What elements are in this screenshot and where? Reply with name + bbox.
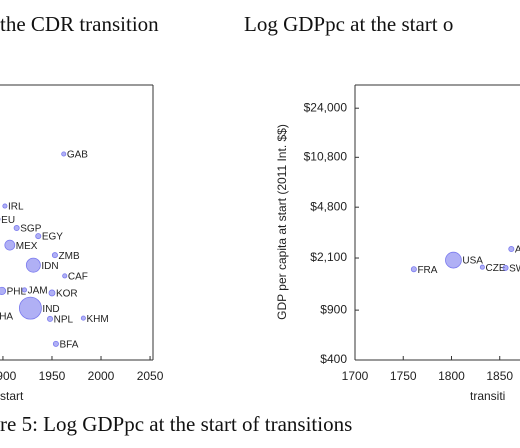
- data-point: [51, 252, 58, 259]
- x-tick-label: 1850: [486, 369, 513, 383]
- x-tick-label: 1750: [390, 369, 417, 383]
- x-tick-label: 2000: [88, 369, 115, 383]
- y-tick-label: $900: [320, 302, 347, 316]
- data-point: [508, 246, 515, 253]
- caption: re 5: Log GDPpc at the start of transiti…: [0, 412, 352, 436]
- data-point: [0, 286, 7, 295]
- data-point: [13, 225, 20, 232]
- x-axis-label: transiti: [470, 389, 505, 403]
- data-point: [48, 289, 56, 297]
- data-point: [4, 239, 16, 251]
- x-tick-label: 1700: [342, 369, 369, 383]
- y-tick-label: $4,800: [310, 199, 347, 213]
- x-tick-label: 1950: [39, 369, 66, 383]
- data-point: [445, 251, 462, 269]
- point-label: SGP: [20, 224, 41, 235]
- point-label: BFA: [60, 340, 79, 351]
- point-label: IDN: [41, 261, 58, 272]
- chart-title: Log GDPpc at the start o: [244, 12, 453, 36]
- point-label: EU: [1, 215, 15, 226]
- data-point: [61, 151, 67, 157]
- data-point: [25, 257, 41, 273]
- y-tick-label: $24,000: [304, 100, 348, 114]
- y-tick-label: $2,100: [310, 250, 347, 264]
- data-point: [479, 264, 485, 270]
- chart-title: the CDR transition: [0, 12, 159, 36]
- point-label: CAF: [68, 272, 88, 283]
- point-label: IND: [42, 304, 59, 315]
- y-tick-label: $10,800: [304, 149, 348, 163]
- point-label: KOR: [56, 289, 78, 300]
- x-tick-label: 1800: [438, 369, 465, 383]
- point-label: MEX: [16, 241, 38, 252]
- data-point: [2, 203, 8, 209]
- x-axis-label: start: [0, 389, 24, 403]
- point-label: JAM: [28, 286, 48, 297]
- point-label: USA: [462, 256, 483, 267]
- data-point: [410, 266, 417, 273]
- point-label: GAB: [67, 150, 88, 161]
- y-axis-label: GDP per capita at start (2011 Int. $$): [275, 124, 289, 320]
- data-point: [52, 340, 59, 347]
- data-point: [80, 315, 86, 321]
- data-point: [18, 296, 42, 320]
- point-label: FRA: [417, 265, 437, 276]
- data-point: [502, 264, 509, 271]
- y-tick-label: $400: [320, 352, 347, 366]
- point-label: AI: [515, 245, 520, 256]
- x-tick-label: 2050: [137, 369, 164, 383]
- point-label: CZE: [485, 263, 505, 274]
- x-tick-label: 1900: [0, 369, 17, 383]
- point-label: KHM: [86, 314, 108, 325]
- point-label: PHL: [7, 287, 27, 298]
- data-point: [47, 315, 54, 322]
- point-label: HA: [0, 311, 13, 322]
- point-label: NPL: [54, 315, 74, 326]
- data-point: [35, 233, 42, 240]
- point-label: SW: [509, 263, 520, 274]
- data-point: [21, 287, 28, 293]
- point-label: IRL: [8, 202, 24, 213]
- point-label: EGY: [42, 232, 63, 243]
- point-label: ZMB: [59, 251, 80, 262]
- data-point: [62, 273, 68, 279]
